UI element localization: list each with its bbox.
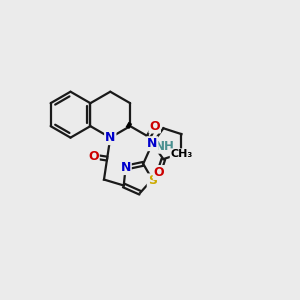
Text: N: N	[147, 137, 158, 150]
Text: CH₃: CH₃	[171, 149, 193, 159]
Text: S: S	[148, 174, 157, 188]
Text: O: O	[154, 166, 164, 179]
Text: N: N	[105, 131, 116, 144]
Text: N: N	[120, 161, 131, 174]
Text: O: O	[88, 150, 99, 163]
Text: NH: NH	[155, 140, 175, 153]
Text: O: O	[149, 119, 160, 133]
